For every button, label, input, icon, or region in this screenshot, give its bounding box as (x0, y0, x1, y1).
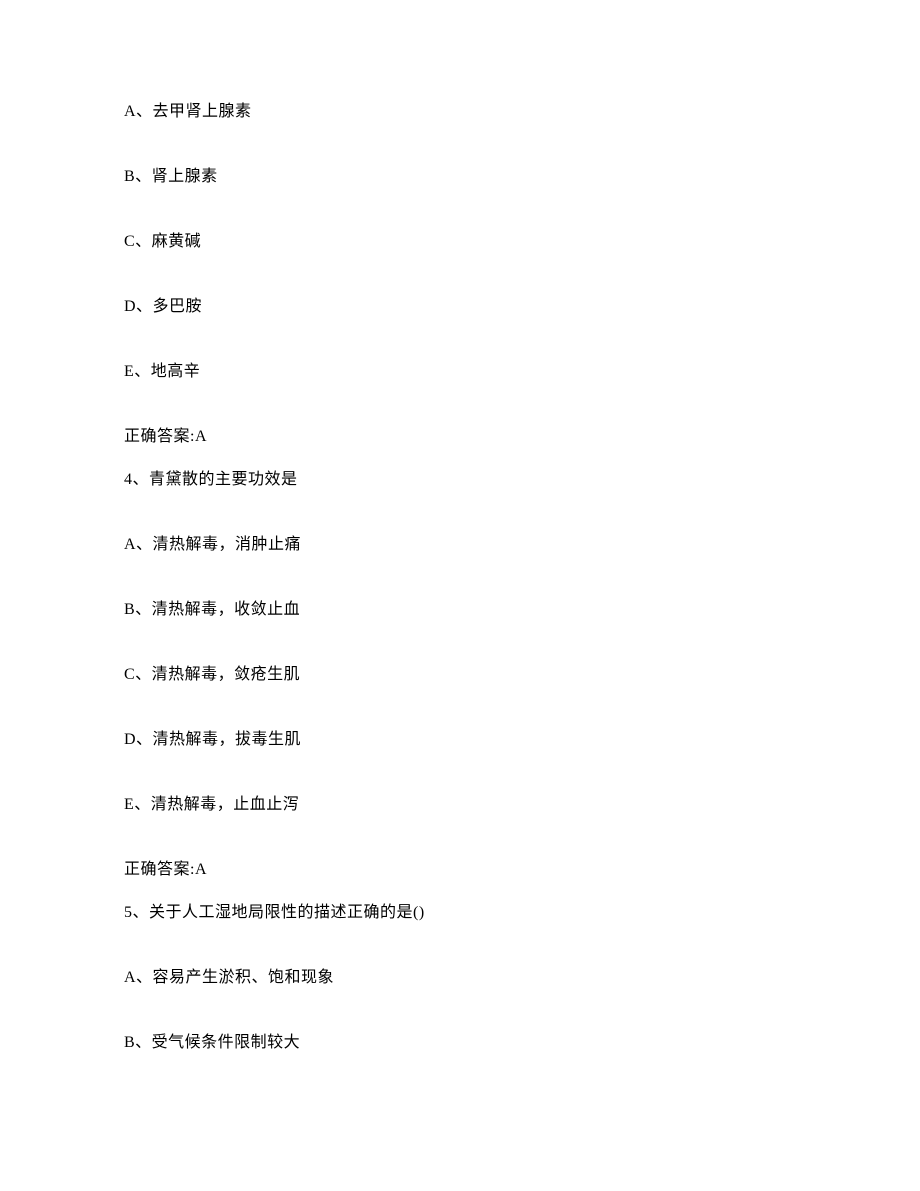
document-line: D、清热解毒，拔毒生肌 (124, 728, 796, 752)
document-line: A、清热解毒，消肿止痛 (124, 533, 796, 557)
document-line: A、容易产生淤积、饱和现象 (124, 966, 796, 990)
document-line: B、受气候条件限制较大 (124, 1031, 796, 1055)
document-line: B、肾上腺素 (124, 165, 796, 189)
document-line: E、清热解毒，止血止泻 (124, 793, 796, 817)
document-line: 5、关于人工湿地局限性的描述正确的是() (124, 901, 796, 925)
document-line: C、清热解毒，敛疮生肌 (124, 663, 796, 687)
document-line: B、清热解毒，收敛止血 (124, 598, 796, 622)
document-line: 正确答案:A (124, 858, 796, 882)
document-line: 正确答案:A (124, 425, 796, 449)
document-line: A、去甲肾上腺素 (124, 100, 796, 124)
document-line: 4、青黛散的主要功效是 (124, 468, 796, 492)
document-line: C、麻黄碱 (124, 230, 796, 254)
document-line: E、地高辛 (124, 360, 796, 384)
document-line: D、多巴胺 (124, 295, 796, 319)
